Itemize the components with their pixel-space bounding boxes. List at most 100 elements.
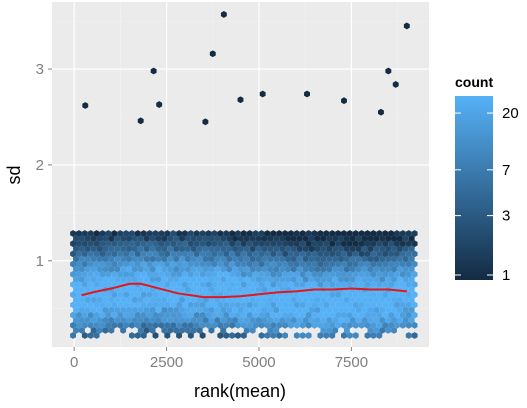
hex-cell <box>96 265 103 273</box>
hex-cell <box>120 245 127 253</box>
hex-cell <box>199 230 206 237</box>
hex-cell <box>252 311 259 319</box>
hex-cell <box>143 276 150 283</box>
hex-cell <box>276 260 283 268</box>
hex-cell <box>149 235 156 242</box>
hex-outlier <box>392 81 399 88</box>
hex-cell <box>117 260 124 268</box>
hex-cell <box>137 245 144 253</box>
hex-cell <box>96 327 103 334</box>
hex-cell <box>211 230 218 237</box>
hex-cell <box>308 245 315 253</box>
hex-cell <box>385 235 392 242</box>
hex-cell <box>202 276 209 283</box>
hex-cell <box>285 265 291 273</box>
hex-cell <box>373 255 380 263</box>
hex-cell <box>399 230 406 237</box>
hex-cell <box>302 316 309 324</box>
hex-cell <box>232 316 238 324</box>
hex-cell <box>149 306 156 314</box>
hex-cell <box>214 245 221 253</box>
hex-cell <box>184 245 191 253</box>
hex-cell <box>329 321 336 329</box>
hex-cell <box>358 311 365 319</box>
hex-cell <box>352 291 359 299</box>
hex-cell <box>396 265 403 273</box>
hex-cell <box>111 230 118 237</box>
hex-cell <box>379 316 386 324</box>
hex-cell <box>338 235 344 242</box>
hex-cell <box>223 332 230 339</box>
hex-cell <box>73 316 79 324</box>
hex-cell <box>411 240 418 248</box>
y-tick-label: 3 <box>36 61 44 78</box>
hex-cell <box>84 255 91 263</box>
hex-cell <box>408 316 415 324</box>
hex-cell <box>282 230 289 237</box>
hex-cell <box>405 291 412 299</box>
hex-cell <box>240 311 247 319</box>
hex-cell <box>78 316 85 324</box>
hex-cell <box>196 286 203 293</box>
hex-cell <box>299 332 306 339</box>
hex-cell <box>105 250 112 258</box>
hex-cell <box>240 301 247 309</box>
hex-cell <box>134 250 141 258</box>
hex-cell <box>76 281 82 288</box>
hex-cell <box>267 235 274 242</box>
hex-cell <box>385 255 392 263</box>
hex-cell <box>338 296 344 304</box>
hex-cell <box>270 332 277 339</box>
hex-cell <box>343 306 350 314</box>
legend-label: 1 <box>502 267 510 284</box>
y-tick-label: 2 <box>36 157 44 174</box>
hex-cell <box>196 316 203 324</box>
hex-cell <box>126 286 132 293</box>
hex-cell <box>379 306 386 314</box>
hexbin-cells <box>70 11 418 339</box>
hex-cell <box>146 301 153 309</box>
hex-cell <box>273 255 280 263</box>
hex-cell <box>329 311 336 319</box>
hex-cell <box>167 306 174 314</box>
hex-outlier <box>202 118 209 126</box>
hex-cell <box>394 311 400 319</box>
hex-cell <box>305 311 312 319</box>
hex-cell <box>305 301 312 309</box>
hex-cell <box>264 240 271 248</box>
hex-cell <box>193 321 200 329</box>
hex-cell <box>90 255 97 263</box>
hex-cell <box>261 255 268 263</box>
hex-cell <box>352 301 359 309</box>
hex-cell <box>205 250 212 258</box>
hex-cell <box>290 296 297 304</box>
hex-cell <box>193 260 200 268</box>
hex-cell <box>317 230 324 237</box>
hex-cell <box>364 250 371 258</box>
hex-cell <box>199 240 206 248</box>
hex-cell <box>199 301 206 309</box>
hex-cell <box>343 255 350 263</box>
hex-cell <box>290 316 297 324</box>
hex-cell <box>96 276 103 283</box>
hex-cell <box>326 306 333 314</box>
hex-cell <box>102 276 109 283</box>
hex-cell <box>140 230 147 237</box>
hex-cell <box>290 265 297 273</box>
hex-cell <box>305 240 312 248</box>
hex-cell <box>382 281 389 288</box>
hex-cell <box>311 301 318 309</box>
hex-cell <box>105 321 112 329</box>
hex-cell <box>223 230 230 237</box>
hex-cell <box>214 255 221 263</box>
hex-cell <box>111 301 118 309</box>
hex-cell <box>373 276 380 283</box>
hex-cell <box>352 332 359 339</box>
hex-cell <box>282 281 289 288</box>
legend-colorbar <box>455 96 493 280</box>
hex-cell <box>173 327 180 334</box>
hex-cell <box>240 250 247 258</box>
hex-cell <box>170 301 177 309</box>
hex-cell <box>184 265 191 273</box>
hex-cell <box>190 316 197 324</box>
